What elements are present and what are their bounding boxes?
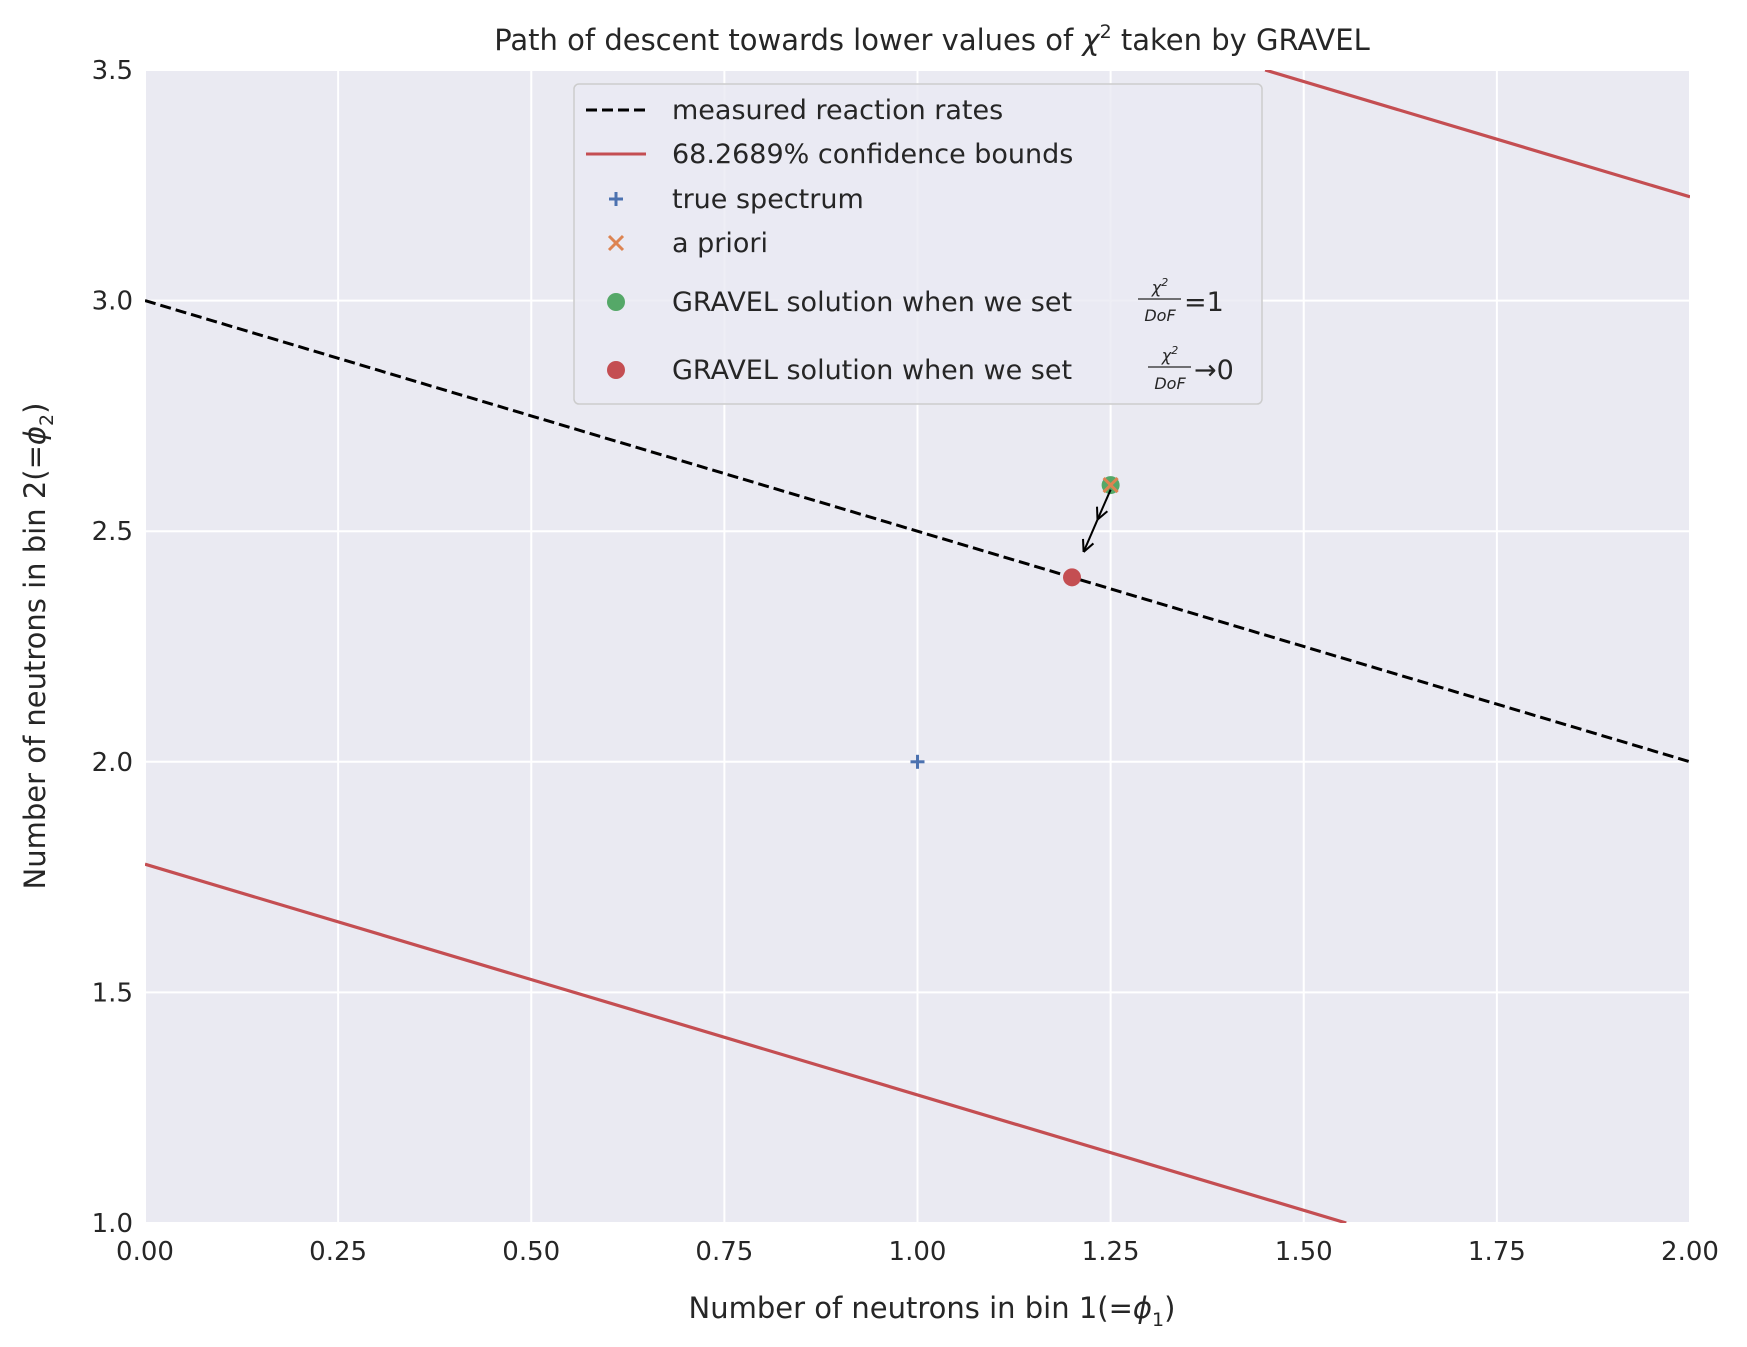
- x-tick-label: 1.25: [1082, 1237, 1140, 1267]
- legend-label-gravel-1: GRAVEL solution when we set: [672, 287, 1081, 318]
- x-tick-label: 1.75: [1468, 1237, 1526, 1267]
- legend-marker-true-spectrum: [609, 192, 623, 206]
- title-suffix: taken by GRAVEL: [1112, 23, 1370, 57]
- legend-marker-gravel-1: [607, 293, 625, 311]
- x-tick-label: 0.50: [502, 1237, 560, 1267]
- x-tick-label: 1.00: [889, 1237, 947, 1267]
- descent-arrow-head-1-2: [1096, 510, 1109, 521]
- legend-marker-gravel-0: [607, 361, 625, 379]
- a-priori-stroke-2: [1102, 477, 1119, 494]
- descent-arrow-shaft-1: [1096, 489, 1112, 521]
- a-priori-point: [1102, 477, 1119, 494]
- svg-text:χ2: χ2: [1161, 344, 1178, 365]
- frac1-num-exp: 2: [1161, 276, 1168, 289]
- legend-marker-a-priori: [607, 234, 625, 252]
- descent-arrow-head-2-1: [1082, 538, 1085, 552]
- y-tick-label: 2.5: [92, 517, 133, 547]
- gravel-solution-chi0-point: [1063, 568, 1081, 587]
- x-axis-label-sub: 1: [1152, 1309, 1164, 1331]
- x-axis-label-close: ): [1164, 1291, 1175, 1325]
- x-axis-label: Number of neutrons in bin 1(=ϕ1): [689, 1291, 1176, 1331]
- confidence-bound-line-1: [1264, 70, 1690, 199]
- descent-arrow-head-2-2: [1082, 542, 1095, 553]
- tick-labels: 0.00 0.25 0.50 0.75 1.00 1.25 1.50 1.75 2.00 1.0 1…: [92, 56, 1719, 1267]
- legend-label-a-priori: a priori: [672, 228, 768, 259]
- frac2-num: χ: [1161, 346, 1172, 365]
- legend-label-gravel-1-prefix: GRAVEL solution when we set: [672, 287, 1081, 318]
- y-tick-label: 1.5: [92, 978, 133, 1008]
- chart-title: Path of descent towards lower values of …: [494, 21, 1370, 57]
- confidence-bound-line-2: [145, 862, 1347, 1223]
- legend: measured reaction rates 68.2689% confide…: [573, 83, 1263, 405]
- x-tick-label: 2.00: [1661, 1237, 1719, 1267]
- series-layer: [145, 70, 1690, 1223]
- measured-reaction-rates-line: [145, 299, 1690, 764]
- y-tick-label: 2.0: [92, 748, 133, 778]
- x-tick-label: 0.00: [116, 1237, 174, 1267]
- legend-frac-gravel-0: χ2 DoF: [1148, 344, 1191, 393]
- legend-label-gravel-1-suffix: =1: [1184, 287, 1224, 318]
- legend-label-true-spectrum: true spectrum: [672, 184, 864, 215]
- frac1-num: χ: [1151, 278, 1162, 297]
- title-symbol: χ: [1080, 23, 1101, 57]
- x-tick-label: 0.75: [695, 1237, 753, 1267]
- y-tick-label: 1.0: [92, 1209, 133, 1239]
- y-axis-label-sub: 2: [36, 414, 58, 426]
- x-tick-label: 1.50: [1275, 1237, 1333, 1267]
- svg-text:χ2: χ2: [1151, 276, 1168, 297]
- y-axis-label: Number of neutrons in bin 2(=ϕ2): [18, 403, 58, 890]
- true-spectrum-point: [910, 754, 925, 769]
- legend-label-gravel-0: GRAVEL solution when we set: [672, 355, 1081, 386]
- legend-frame: [573, 83, 1263, 405]
- frac2-den: DoF: [1154, 374, 1186, 393]
- series-clip-group: [145, 70, 1690, 1223]
- title-prefix: Path of descent towards lower values of: [494, 23, 1082, 57]
- y-tick-label: 3.5: [92, 56, 133, 86]
- legend-label-bounds: 68.2689% confidence bounds: [672, 139, 1073, 170]
- legend-label-gravel-0-prefix: GRAVEL solution when we set: [672, 355, 1081, 386]
- x-axis-label-math: =ϕ: [1109, 1291, 1152, 1325]
- frac1-den: DoF: [1144, 306, 1176, 325]
- legend-label-gravel-0-suffix: →0: [1194, 355, 1234, 386]
- descent-arrow-shaft-2: [1082, 519, 1099, 553]
- x-tick-label: 0.25: [309, 1237, 367, 1267]
- legend-label-measured: measured reaction rates: [672, 95, 1003, 126]
- y-axis-label-close: ): [18, 403, 52, 414]
- title-exponent: 2: [1100, 21, 1112, 43]
- x-axis-label-text: Number of neutrons in bin 1(: [689, 1291, 1109, 1325]
- frac2-num-exp: 2: [1171, 344, 1178, 357]
- legend-frac-gravel-1: χ2 DoF: [1138, 276, 1181, 325]
- y-tick-label: 3.0: [92, 287, 133, 317]
- y-axis-label-text: Number of neutrons in bin 2(: [18, 469, 52, 889]
- y-axis-label-math: =ϕ: [18, 426, 52, 469]
